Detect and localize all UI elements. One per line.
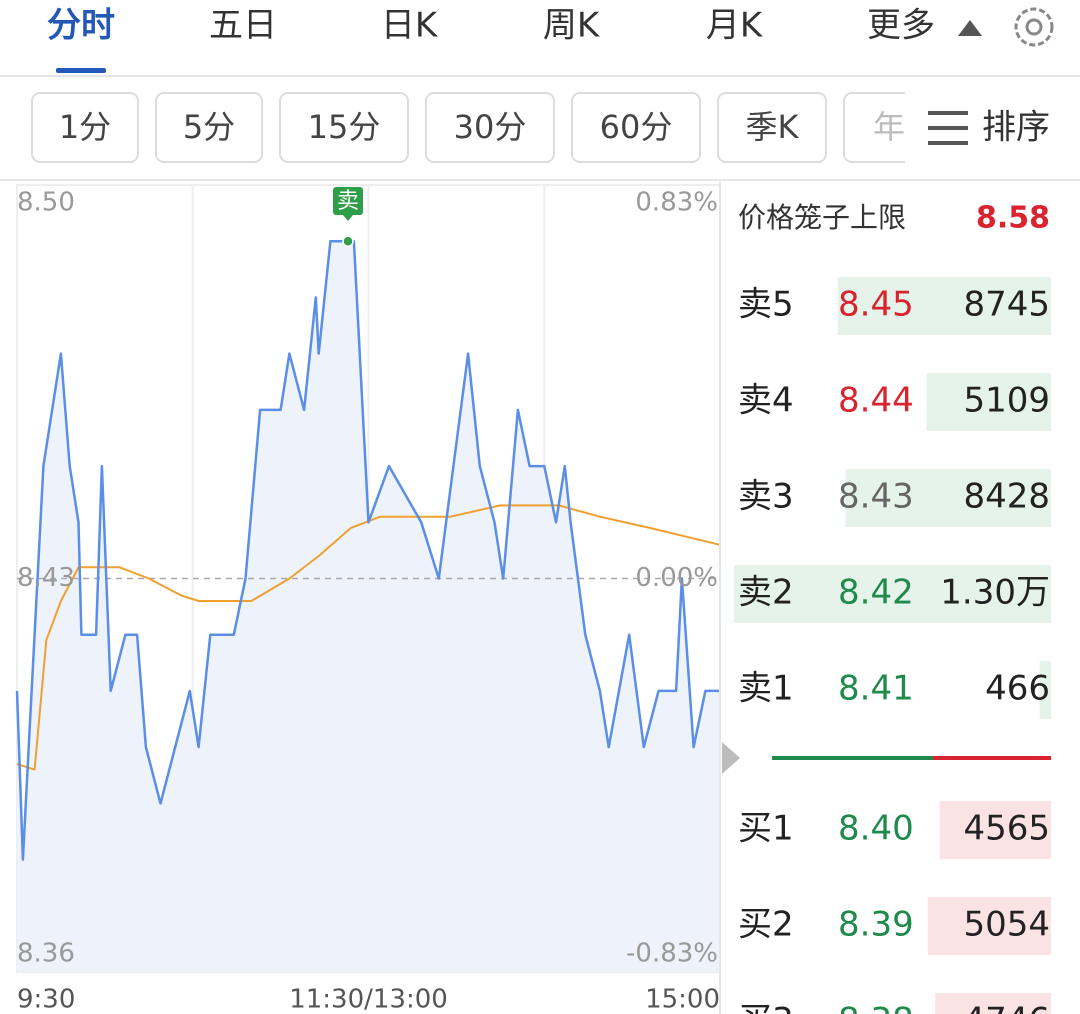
y-tick-label: 8.43 bbox=[17, 563, 75, 593]
y-tick-label: 8.36 bbox=[17, 939, 75, 969]
level-price: 8.42 bbox=[838, 573, 914, 613]
trade-marker-dot bbox=[342, 235, 354, 247]
period-button[interactable] bbox=[717, 92, 827, 163]
level-price: 8.39 bbox=[838, 905, 914, 945]
y2-tick-label: 0.83% bbox=[635, 188, 718, 218]
volume-bar bbox=[927, 897, 1051, 955]
level-volume: 5054 bbox=[963, 905, 1050, 945]
period-label[interactable]: 年 bbox=[873, 108, 905, 146]
collapse-arrow[interactable] bbox=[722, 742, 740, 774]
x-tick-label: 15:00 bbox=[645, 985, 720, 1014]
period-button[interactable] bbox=[425, 92, 555, 163]
menu-icon bbox=[928, 111, 968, 115]
menu-icon bbox=[928, 141, 968, 145]
level-label: 买3 bbox=[738, 1001, 794, 1014]
period-label[interactable]: 1分 bbox=[59, 108, 111, 146]
more-arrow[interactable] bbox=[958, 20, 982, 36]
level-label: 买2 bbox=[738, 905, 794, 945]
average-line bbox=[16, 504, 721, 771]
level-label: 卖2 bbox=[738, 573, 794, 613]
level-volume: 8745 bbox=[963, 285, 1050, 325]
period-label[interactable]: 15分 bbox=[308, 108, 381, 146]
level-label: 卖4 bbox=[738, 381, 794, 421]
price-area bbox=[17, 241, 720, 972]
period-label[interactable]: 60分 bbox=[600, 108, 673, 146]
tab-underline bbox=[56, 68, 106, 73]
volume-bar bbox=[837, 277, 1051, 335]
period-button[interactable] bbox=[279, 92, 409, 163]
volume-bar bbox=[1039, 661, 1051, 719]
volume-bar bbox=[935, 993, 1051, 1014]
level-price: 8.44 bbox=[838, 381, 914, 421]
trade-marker-box bbox=[332, 187, 363, 215]
level-price: 8.41 bbox=[838, 669, 914, 709]
tab[interactable]: 分时 bbox=[47, 6, 115, 46]
level-label: 卖1 bbox=[738, 669, 794, 709]
y2-tick-label: -0.83% bbox=[626, 939, 718, 969]
cap-label: 价格笼子上限 bbox=[738, 201, 906, 234]
volume-bar bbox=[845, 469, 1051, 527]
y2-tick-label: 0.00% bbox=[635, 563, 718, 593]
period-button[interactable] bbox=[31, 92, 139, 163]
tab[interactable]: 日K bbox=[381, 6, 439, 46]
level-label: 卖5 bbox=[738, 285, 794, 325]
period-label[interactable]: 季K bbox=[746, 108, 800, 146]
settings-icon[interactable] bbox=[1014, 7, 1054, 47]
level-volume: 466 bbox=[985, 669, 1050, 709]
tab[interactable]: 更多 bbox=[867, 6, 935, 46]
cap-value: 8.58 bbox=[976, 201, 1050, 236]
level-label: 买1 bbox=[738, 809, 794, 849]
level-price: 8.45 bbox=[838, 285, 914, 325]
period-label[interactable]: 5分 bbox=[183, 108, 235, 146]
x-tick-label: 11:30/13:00 bbox=[289, 985, 448, 1014]
settings-icon-core bbox=[1025, 18, 1043, 36]
level-volume: 8428 bbox=[963, 477, 1050, 517]
level-label: 卖3 bbox=[738, 477, 794, 517]
tab[interactable]: 五日 bbox=[209, 6, 277, 46]
period-button[interactable] bbox=[571, 92, 701, 163]
level-volume: 4565 bbox=[963, 809, 1050, 849]
tab[interactable]: 周K bbox=[543, 6, 601, 46]
y-tick-label: 8.50 bbox=[17, 188, 75, 218]
level-price: 8.43 bbox=[838, 477, 914, 517]
volume-bar bbox=[926, 373, 1051, 431]
trade-marker-label: 卖 bbox=[337, 189, 359, 214]
x-tick-label: 9:30 bbox=[17, 985, 75, 1014]
period-button[interactable] bbox=[155, 92, 263, 163]
level-volume: 5109 bbox=[963, 381, 1050, 421]
level-price: 8.38 bbox=[838, 1001, 914, 1014]
volume-bar bbox=[733, 565, 1051, 623]
period-label[interactable]: 30分 bbox=[454, 108, 527, 146]
level-price: 8.40 bbox=[838, 809, 914, 849]
volume-bar bbox=[939, 801, 1051, 859]
level-volume: 4746 bbox=[963, 1001, 1050, 1014]
sort-label[interactable]: 排序 bbox=[982, 108, 1050, 148]
price-line bbox=[15, 239, 720, 861]
trade-marker-tip bbox=[342, 215, 353, 221]
menu-icon bbox=[928, 126, 968, 130]
tab[interactable]: 月K bbox=[706, 6, 764, 46]
level-volume: 1.30万 bbox=[940, 573, 1050, 613]
